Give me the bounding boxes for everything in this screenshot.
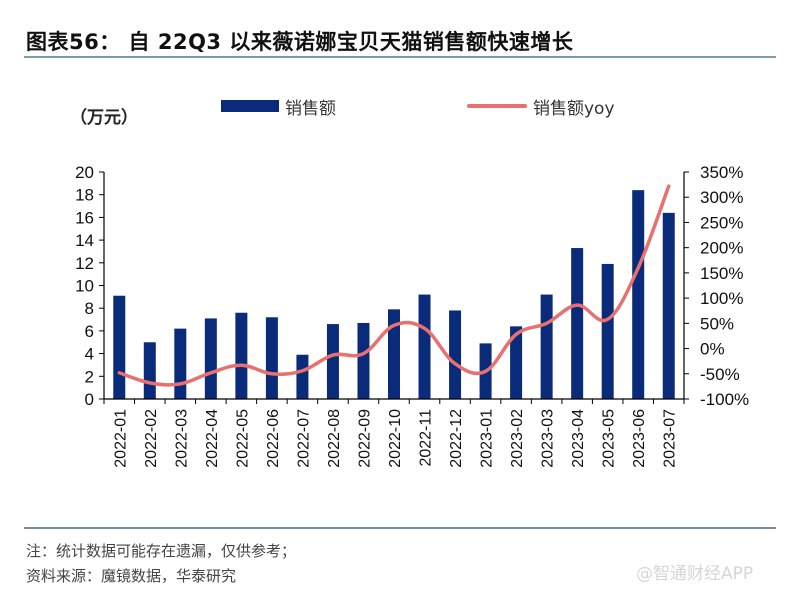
bar-series [113,190,675,399]
left-tick-label: 2 [85,367,94,386]
x-tick-label: 2023-01 [479,409,496,468]
bar-2022-10 [388,309,400,399]
left-tick-label: 16 [75,208,94,227]
bar-2023-02 [510,326,523,399]
x-tick-label: 2022-11 [418,409,435,467]
footnote: 注：统计数据可能存在遗漏，仅供参考； [26,542,297,560]
left-tick-label: 18 [75,186,94,205]
chart-title: 图表56： 自 22Q3 以来薇诺娜宝贝天猫销售额快速增长 [26,30,574,54]
x-tick-label: 2022-09 [356,409,373,468]
x-tick-label: 2023-06 [631,409,648,468]
left-tick-label: 6 [85,322,94,341]
bar-2022-04 [204,318,217,399]
x-tick-label: 2022-10 [387,409,404,468]
bar-2022-02 [143,342,156,399]
right-tick-label: 150% [700,264,743,283]
right-tick-label: -100% [700,390,749,409]
left-tick-label: 12 [75,254,94,273]
right-tick-label: 300% [700,188,743,207]
axes: 0 2 4 6 8 10 12 14 16 18 20 -100% -50% 0% 50% 100% 150% 2… [75,163,749,468]
left-tick-label: 8 [85,299,94,318]
bar-2022-09 [357,322,370,399]
x-tick-label: 2023-02 [509,409,526,468]
legend-line-label: 销售额yoy [533,99,615,119]
right-tick-label: 350% [700,163,743,182]
title-divider [24,56,776,58]
left-tick-label: 20 [75,163,94,182]
legend-bar-swatch [221,100,279,112]
bar-2022-11 [418,294,431,399]
bar-2023-04 [571,248,584,399]
right-tick-label: 100% [700,289,743,308]
x-tick-label: 2023-07 [662,409,679,468]
x-tick-label: 2022-08 [326,409,343,468]
bar-2022-06 [265,317,278,399]
line-series [117,184,671,387]
x-tick-label: 2022-01 [112,409,129,468]
x-tick-label: 2023-04 [570,409,587,468]
x-tick-label: 2022-05 [234,409,251,468]
source-note: 资料来源：魔镜数据，华泰研究 [26,567,237,585]
right-tick-label: -50% [700,365,740,384]
x-tick-label: 2022-07 [295,409,312,468]
bar-2023-07 [662,212,675,399]
bar-2022-01 [113,295,126,399]
x-tick-label: 2023-05 [601,409,618,468]
footer-divider [24,527,776,529]
bar-2022-05 [235,312,248,399]
watermark: @智通财经APP [636,564,754,584]
left-tick-label: 0 [85,390,94,409]
right-tick-label: 200% [700,239,743,258]
bar-2022-07 [296,354,309,399]
left-tick-label: 10 [75,277,94,296]
bar-2022-03 [174,328,187,399]
bar-2023-06 [632,190,645,399]
x-tick-label: 2022-06 [265,409,282,468]
bar-2023-05 [601,263,614,399]
right-tick-label: 50% [700,314,734,333]
left-tick-label: 14 [75,231,94,250]
unit-label: （万元） [70,108,138,128]
x-tick-label: 2022-04 [204,409,221,468]
left-tick-label: 4 [85,345,94,364]
legend-bar-label: 销售额 [285,99,336,119]
x-tick-label: 2022-12 [448,409,465,468]
bar-2023-03 [540,294,553,399]
right-tick-label: 0% [700,340,725,359]
bar-2022-12 [449,310,462,399]
right-tick-label: 250% [700,213,743,232]
x-tick-label: 2022-03 [173,409,190,468]
x-tick-label: 2023-03 [540,409,557,468]
bar-2022-08 [326,324,339,399]
legend-line-swatch [467,104,527,108]
x-tick-label: 2022-02 [143,409,160,468]
